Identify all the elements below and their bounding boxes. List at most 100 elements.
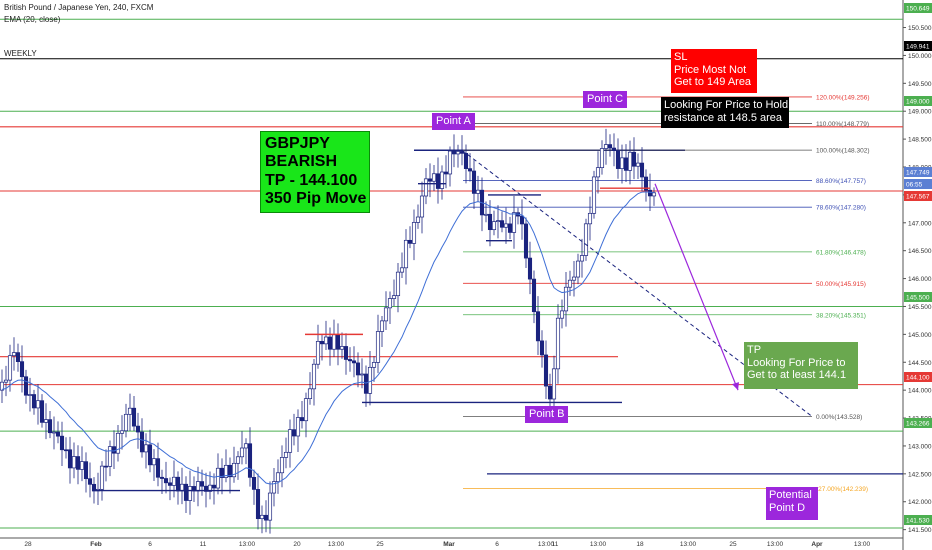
candle-body: [583, 223, 589, 256]
fib-level-label: -27.00%(142.239): [816, 486, 868, 493]
candle-body: [599, 148, 605, 168]
candle-body: [31, 394, 37, 409]
candle-body: [363, 373, 369, 394]
candle-body: [423, 178, 429, 197]
candle-body: [535, 311, 541, 342]
candle-body: [35, 400, 41, 409]
candle-body: [255, 489, 261, 520]
time-tick-label: 13:00: [767, 541, 784, 548]
price-tick-label: 147.000: [908, 220, 932, 227]
candle-body: [219, 467, 225, 478]
candle-body: [527, 257, 533, 280]
price-tag-label: 149.000: [906, 99, 930, 106]
candle-body: [507, 223, 513, 233]
candle-body: [555, 317, 561, 370]
candle-body: [103, 465, 109, 468]
price-tag: [904, 292, 932, 302]
price-tag: [904, 515, 932, 525]
candle-body: [347, 359, 353, 362]
price-tag: [904, 167, 932, 177]
candle-body: [171, 476, 177, 486]
candle-body: [295, 417, 301, 437]
candle-body: [43, 419, 49, 423]
candle-body: [23, 376, 29, 396]
candle-body: [463, 152, 469, 169]
candle-body: [15, 352, 21, 362]
candle-body: [115, 432, 121, 454]
time-tick-label: 18: [636, 541, 644, 548]
candle-body: [59, 435, 65, 451]
price-tag-label: 147.749: [906, 170, 930, 177]
fib-level-label: 78.60%(147.280): [816, 205, 866, 212]
take-profit-annotation: TP Looking For Price to Get to at least …: [744, 342, 858, 389]
price-tick-label: 144.500: [908, 360, 932, 367]
candle-body: [7, 355, 13, 381]
candle-body: [259, 514, 265, 520]
candle-body: [183, 483, 189, 501]
candle-body: [51, 431, 57, 434]
candle-body: [367, 366, 373, 394]
candle-body: [607, 144, 613, 149]
time-tick-label: 13:00: [590, 541, 607, 548]
candle-body: [139, 431, 145, 453]
candle-body: [303, 398, 309, 422]
candle-body: [271, 481, 277, 494]
candle-body: [187, 486, 193, 501]
candle-body: [239, 447, 245, 458]
candle-body: [435, 173, 441, 189]
price-tick-label: 148.500: [908, 137, 932, 144]
candle-body: [67, 449, 73, 469]
candle-body: [651, 192, 657, 197]
candle-body: [279, 457, 285, 474]
candle-body: [291, 429, 297, 437]
candle-body: [639, 162, 645, 178]
candle-body: [407, 239, 413, 244]
candle-body: [451, 150, 457, 155]
candle-body: [0, 381, 5, 391]
candle-body: [55, 431, 61, 437]
candle-body: [503, 223, 509, 228]
candle-body: [615, 150, 621, 169]
candle-body: [591, 176, 597, 214]
candle-body: [27, 394, 33, 396]
time-tick-label: Feb: [90, 541, 102, 548]
price-tag: [904, 96, 932, 106]
candle-body: [471, 170, 477, 194]
candle-body: [499, 220, 505, 228]
price-tag: [904, 3, 932, 13]
candle-body: [523, 223, 529, 259]
candle-body: [419, 195, 425, 218]
candle-body: [167, 482, 173, 486]
candle-body: [355, 362, 361, 376]
price-tick-label: 150.500: [908, 25, 932, 32]
time-tick-label: 25: [729, 541, 737, 548]
candle-body: [491, 221, 497, 231]
price-tick-label: 142.500: [908, 471, 932, 478]
candle-body: [447, 150, 453, 175]
candle-body: [131, 407, 137, 427]
price-tag-label: 143.266: [906, 421, 930, 428]
price-tag: [904, 191, 932, 201]
candle-body: [383, 307, 389, 322]
fib-level-label: 0.00%(143.528): [816, 414, 862, 421]
candle-body: [287, 429, 293, 453]
candle-body: [215, 467, 221, 489]
candle-body: [571, 276, 577, 281]
candle-body: [627, 151, 633, 171]
candle-body: [307, 388, 313, 399]
candle-body: [247, 443, 253, 478]
time-tick-label: Mar: [443, 541, 455, 548]
time-tick-label: 20: [293, 541, 301, 548]
candle-body: [11, 352, 17, 357]
candle-body: [203, 485, 209, 492]
fib-level-label: 120.00%(149.256): [816, 94, 870, 101]
candle-body: [587, 212, 593, 225]
candle-body: [235, 456, 241, 464]
fib-level-label: 50.00%(145.915): [816, 281, 866, 288]
time-tick-label: 28: [24, 541, 32, 548]
candle-body: [379, 320, 385, 332]
candle-body: [135, 425, 141, 433]
